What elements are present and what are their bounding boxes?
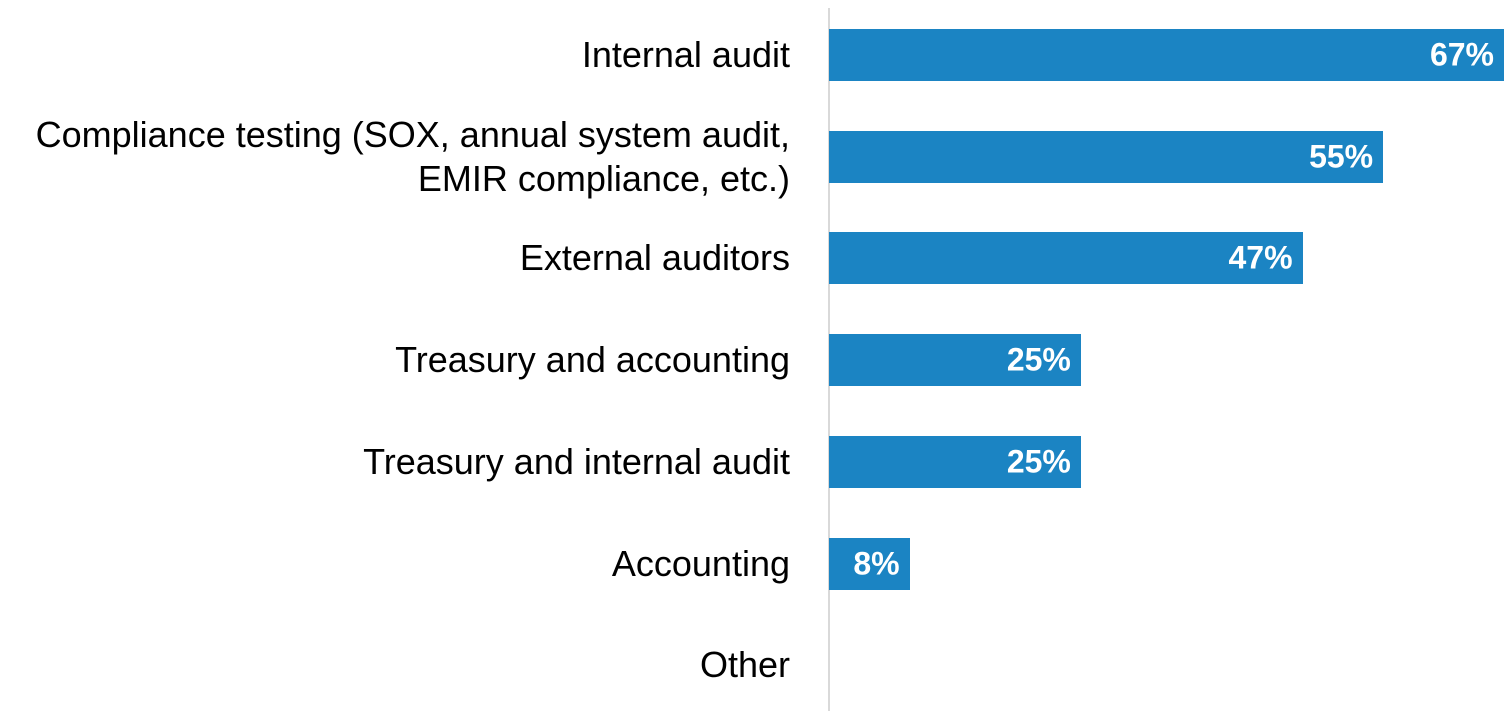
data-label: 25% [1006, 341, 1071, 378]
category-label: Treasury and accounting [395, 339, 790, 381]
bar [829, 29, 1504, 81]
category-label: Internal audit [581, 34, 790, 75]
data-label: 8% [853, 545, 900, 581]
bar [829, 537, 910, 590]
category-label: External auditors [519, 237, 790, 279]
category-label: Accounting [611, 542, 790, 584]
bar [829, 334, 1081, 387]
data-label: 55% [1309, 138, 1374, 175]
data-label: 67% [1429, 36, 1494, 73]
category-label: Compliance testing (SOX, annual system a… [35, 113, 790, 199]
data-label: 25% [1006, 443, 1071, 480]
category-label: Treasury and internal audit [363, 440, 790, 482]
bar [829, 130, 1384, 183]
category-label: Other [699, 644, 790, 686]
data-label: 47% [1228, 239, 1293, 276]
bar [829, 435, 1081, 488]
bar [829, 232, 1303, 285]
